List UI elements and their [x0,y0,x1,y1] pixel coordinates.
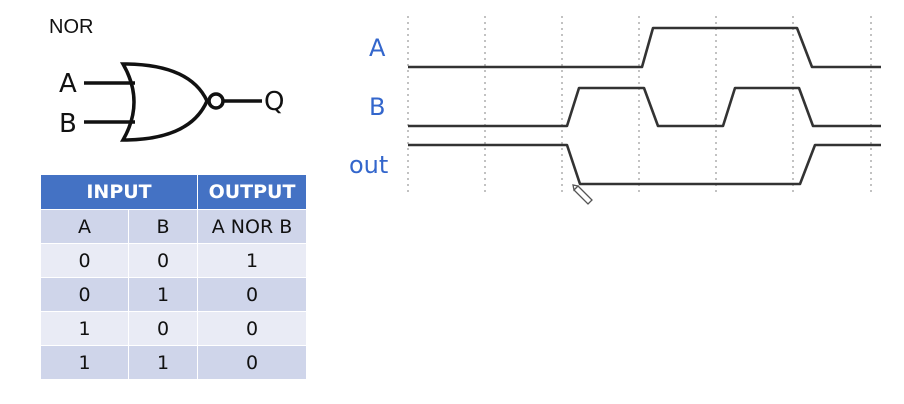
pencil-cursor-icon [572,184,593,205]
table-cell: 0 [128,311,198,346]
table-cell: 0 [128,243,198,278]
timing-diagram: A B out [349,16,881,205]
table-cell: 0 [197,277,307,312]
gate-title: NOR [49,16,94,38]
output-q-label: Q [264,87,284,117]
column-header-a: A [40,209,129,244]
inversion-bubble [207,92,225,110]
table-row: 0 1 0 [40,277,307,312]
table-cell: 1 [128,277,198,312]
truth-table: INPUT OUTPUT A B A NOR B 0 0 1 0 1 0 1 0… [40,174,307,380]
input-a-label: A [59,69,77,99]
signal-out-waveform [408,143,881,186]
signal-b-waveform [408,86,881,128]
table-cell: 0 [197,311,307,346]
table-cell: 1 [40,311,129,346]
table-cell: 1 [128,345,198,380]
table-row: 0 0 1 [40,243,307,278]
signal-a-label: A [369,34,386,62]
table-row: 1 1 0 [40,345,307,380]
signal-b-label: B [369,93,385,121]
signal-out-label: out [349,151,388,179]
nor-gate-symbol [84,62,262,142]
input-b-label: B [59,109,77,139]
input-group-header: INPUT [40,174,198,210]
nor-gate-body [119,62,209,142]
truth-table-column-header: A B A NOR B [40,209,307,244]
truth-table-group-header: INPUT OUTPUT [40,174,307,210]
table-cell: 0 [40,277,129,312]
output-group-header: OUTPUT [197,174,307,210]
nor-gate-diagram: A B Q [59,62,284,142]
table-cell: 0 [40,243,129,278]
table-cell: 1 [40,345,129,380]
table-cell: 0 [197,345,307,380]
table-cell: 1 [197,243,307,278]
signal-a-waveform [408,26,881,69]
column-header-b: B [128,209,198,244]
column-header-output: A NOR B [197,209,307,244]
table-row: 1 0 0 [40,311,307,346]
